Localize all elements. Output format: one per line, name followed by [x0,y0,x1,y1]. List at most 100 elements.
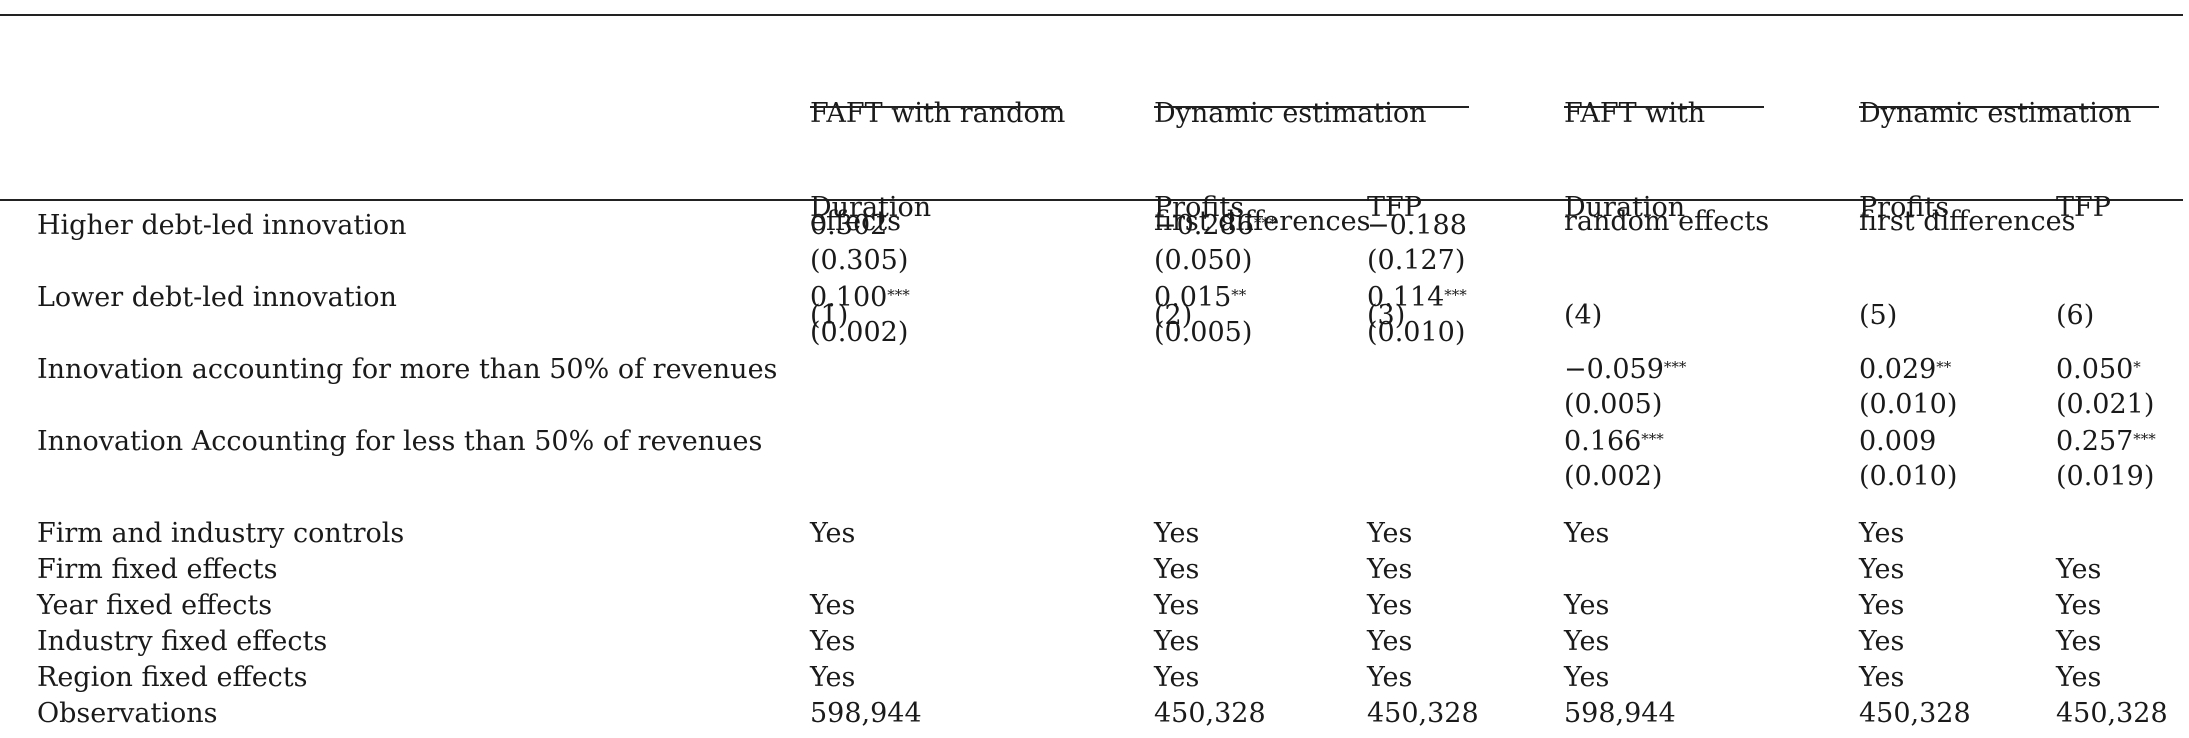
column-header-2: Profits (2) [1154,118,1244,406]
column-header-4-number: (4) [1564,300,1603,331]
coefficient-cell: 0.100*** [810,280,910,316]
column-header-4-name: Duration [1564,192,1686,223]
group-header-2-line1: Dynamic estimation [1154,98,1427,129]
control-cell: Yes [1154,662,1200,693]
group-underline-1 [810,106,1060,108]
coefficient-value: 0.100 [810,282,888,313]
column-header-5: Profits (5) [1859,118,1949,406]
row-label: Region fixed effects [37,662,308,693]
row-label: Higher debt-led innovation [37,210,407,241]
control-cell: 450,328 [1859,698,1971,729]
column-header-2-name: Profits [1154,192,1245,223]
group-header-4-line2: first differences [1859,206,2076,237]
control-cell: Yes [1859,590,1905,621]
standard-error: (0.010) [1367,317,1466,348]
coefficient-cell: −0.059*** [1564,352,1686,388]
group-header-4: Dynamic estimation first differences [1859,24,2131,312]
column-header-5-number: (5) [1859,300,1898,331]
column-header-3: TFP (3) [1367,118,1422,406]
control-cell: Yes [1564,518,1610,549]
column-header-1-name: Duration [810,192,932,223]
control-cell: 450,328 [2056,698,2168,729]
control-cell: Yes [1367,662,1413,693]
significance-stars: *** [887,286,910,304]
significance-stars: ** [1936,358,1952,376]
group-underline-2 [1154,106,1469,108]
standard-error: (0.010) [1859,389,1958,420]
control-cell: Yes [2056,554,2102,585]
control-cell: 598,944 [810,698,922,729]
row-label: Innovation accounting for more than 50% … [37,354,778,385]
standard-error: (0.305) [810,245,909,276]
standard-error: (0.002) [1564,461,1663,492]
top-rule [0,14,2183,16]
control-cell: 450,328 [1154,698,1266,729]
coefficient-cell: 0.029** [1859,352,1951,388]
control-cell: Yes [2056,662,2102,693]
control-cell: 598,944 [1564,698,1676,729]
standard-error: (0.127) [1367,245,1466,276]
control-cell: Yes [1367,590,1413,621]
group-header-3-line1: FAFT with [1564,98,1706,129]
standard-error: (0.050) [1154,245,1253,276]
coefficient-cell: 0.009 [1859,424,1936,460]
row-label: Observations [37,698,218,729]
control-cell: Yes [1859,662,1905,693]
standard-error: (0.010) [1859,461,1958,492]
row-label: Industry fixed effects [37,626,328,657]
control-cell: Yes [1564,662,1610,693]
coefficient-cell: −0.188 [1367,208,1467,244]
group-header-4-line1: Dynamic estimation [1859,98,2132,129]
coefficient-cell: 0.050* [2056,352,2141,388]
column-header-3-name: TFP [1367,192,1422,223]
coefficient-value: 0.114 [1367,282,1445,313]
coefficient-value: 0.029 [1859,354,1937,385]
header-rule [0,199,2183,201]
control-cell: Yes [1859,518,1905,549]
group-header-1: FAFT with random effects [810,24,1065,312]
standard-error: (0.005) [1564,389,1663,420]
standard-error: (0.021) [2056,389,2155,420]
group-underline-3 [1564,106,1764,108]
coefficient-value: −0.188 [1367,210,1467,241]
column-header-1: Duration (1) [810,118,931,406]
column-header-6-number: (6) [2056,300,2095,331]
control-cell: Yes [1859,626,1905,657]
control-cell: Yes [1367,518,1413,549]
control-cell: Yes [1154,590,1200,621]
row-label: Firm and industry controls [37,518,405,549]
column-header-6: TFP (6) [2056,118,2111,406]
standard-error: (0.019) [2056,461,2155,492]
coefficient-value: 0.302 [810,210,888,241]
control-cell: Yes [1154,554,1200,585]
row-label: Year fixed effects [37,590,273,621]
group-header-1-line2: effects [810,206,901,237]
control-cell: Yes [810,590,856,621]
significance-stars: *** [1663,358,1687,376]
column-header-3-number: (3) [1367,300,1406,331]
significance-stars: *** [1641,430,1664,448]
coefficient-value: 0.050 [2056,354,2134,385]
group-header-2: Dynamic estimation first differences [1154,24,1426,312]
control-cell: Yes [810,518,856,549]
column-header-6-name: TFP [2056,192,2111,223]
significance-stars: *** [2133,430,2156,448]
control-cell: 450,328 [1367,698,1479,729]
coefficient-value: −0.286 [1154,210,1254,241]
significance-stars: * [2133,358,2141,376]
control-cell: Yes [810,662,856,693]
column-header-1-number: (1) [810,300,849,331]
control-cell: Yes [1154,518,1200,549]
control-cell: Yes [1564,626,1610,657]
coefficient-value: 0.257 [2056,426,2134,457]
significance-stars: *** [1253,214,1277,232]
control-cell: Yes [2056,590,2102,621]
column-header-4: Duration (4) [1564,118,1685,406]
coefficient-value: 0.009 [1859,426,1937,457]
control-cell: Yes [2056,626,2102,657]
group-header-2-line2: first differences [1154,206,1371,237]
control-cell: Yes [1564,590,1610,621]
control-cell: Yes [1859,554,1905,585]
coefficient-cell: 0.015** [1154,280,1246,316]
control-cell: Yes [1154,626,1200,657]
